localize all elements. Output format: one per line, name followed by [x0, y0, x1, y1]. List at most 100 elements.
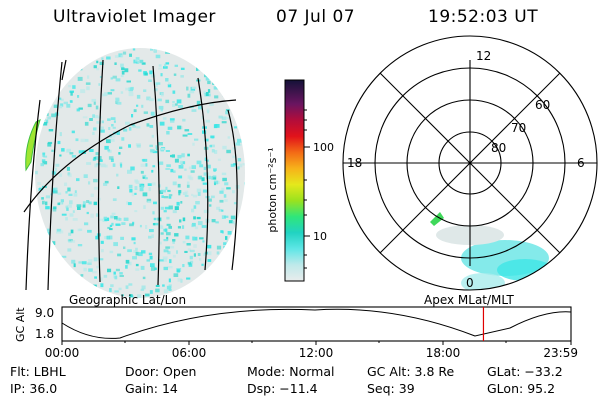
emission-speckle: [218, 115, 223, 119]
emission-speckle: [72, 210, 75, 213]
emission-speckle: [179, 160, 183, 165]
emission-speckle: [199, 237, 204, 240]
emission-speckle: [232, 155, 236, 159]
observation-time: 19:52:03 UT: [428, 7, 539, 27]
emission-speckle: [226, 149, 231, 154]
emission-speckle: [240, 76, 245, 80]
emission-speckle: [135, 247, 138, 251]
emission-speckle: [53, 104, 58, 108]
emission-speckle: [40, 74, 44, 78]
ip-value: 36.0: [29, 381, 58, 396]
emission-speckle: [205, 285, 210, 288]
emission-speckle: [233, 223, 237, 226]
emission-speckle: [243, 57, 245, 60]
emission-speckle: [84, 222, 89, 226]
emission-speckle: [84, 121, 89, 126]
emission-speckle: [121, 67, 125, 71]
emission-speckle: [65, 205, 68, 209]
emission-speckle: [135, 59, 138, 62]
emission-speckle: [124, 68, 129, 73]
emission-speckle: [35, 232, 40, 237]
dsp-value: −11.4: [279, 381, 318, 396]
emission-speckle: [167, 84, 172, 88]
emission-speckle: [195, 201, 200, 205]
emission-speckle: [127, 249, 132, 253]
emission-speckle: [121, 294, 124, 297]
emission-speckle: [102, 93, 107, 97]
emission-speckle: [72, 85, 76, 89]
emission-speckle: [133, 241, 136, 245]
emission-speckle: [206, 164, 211, 169]
emission-speckle: [176, 250, 178, 254]
emission-speckle: [142, 158, 148, 162]
emission-speckle: [167, 126, 173, 130]
emission-speckle: [87, 75, 90, 79]
emission-speckle: [222, 275, 226, 280]
emission-speckle: [182, 118, 186, 122]
emission-speckle: [181, 153, 185, 158]
emission-speckle: [192, 236, 195, 240]
emission-speckle: [125, 259, 130, 264]
emission-speckle: [116, 131, 120, 135]
emission-speckle: [149, 144, 153, 147]
emission-speckle: [120, 163, 123, 168]
time-tick-label: 18:00: [426, 346, 461, 360]
emission-speckle: [152, 150, 158, 154]
emission-speckle: [108, 156, 114, 160]
altitude-plot-frame: [61, 306, 572, 342]
gc-alt-value: 3.8 Re: [414, 364, 455, 379]
emission-speckle: [165, 62, 170, 65]
emission-speckle: [57, 58, 61, 62]
emission-speckle: [68, 239, 73, 242]
emission-speckle: [201, 225, 207, 228]
emission-speckle: [225, 61, 230, 64]
emission-speckle: [204, 66, 208, 70]
emission-speckle: [221, 116, 227, 120]
emission-speckle: [223, 194, 227, 198]
emission-speckle: [80, 89, 86, 94]
emission-speckle: [110, 284, 114, 288]
emission-speckle: [203, 253, 206, 256]
emission-speckle: [191, 109, 197, 112]
emission-speckle: [123, 128, 128, 132]
emission-speckle: [154, 267, 157, 270]
emission-speckle: [95, 235, 99, 240]
emission-speckle: [179, 49, 184, 52]
emission-speckle: [184, 129, 190, 132]
emission-speckle: [196, 100, 201, 105]
emission-speckle: [39, 288, 43, 291]
emission-speckle: [164, 63, 167, 68]
emission-speckle: [168, 205, 173, 210]
emission-speckle: [166, 236, 169, 241]
emission-speckle: [130, 86, 134, 90]
emission-speckle: [165, 206, 170, 210]
emission-speckle: [96, 52, 101, 55]
emission-speckle: [88, 259, 93, 263]
emission-speckle: [61, 255, 67, 258]
emission-speckle: [136, 126, 141, 129]
emission-speckle: [204, 273, 210, 277]
emission-speckle: [53, 277, 58, 281]
emission-speckle: [148, 235, 152, 239]
emission-speckle: [198, 105, 203, 110]
emission-speckle: [152, 223, 156, 226]
emission-speckle: [234, 81, 238, 85]
emission-speckle: [222, 177, 227, 182]
emission-speckle: [211, 149, 215, 153]
emission-speckle: [182, 134, 188, 137]
emission-speckle: [177, 105, 183, 108]
emission-speckle: [173, 73, 177, 76]
emission-speckle: [142, 192, 148, 197]
emission-speckle: [90, 193, 94, 197]
emission-speckle: [45, 195, 50, 199]
emission-speckle: [161, 147, 165, 151]
emission-speckle: [155, 288, 160, 293]
emission-speckle: [151, 134, 154, 138]
emission-speckle: [71, 155, 76, 158]
emission-speckle: [76, 55, 80, 59]
emission-speckle: [155, 54, 161, 59]
emission-speckle: [168, 196, 172, 199]
emission-speckle: [138, 59, 144, 64]
emission-speckle: [45, 201, 48, 206]
emission-speckle: [47, 142, 52, 147]
